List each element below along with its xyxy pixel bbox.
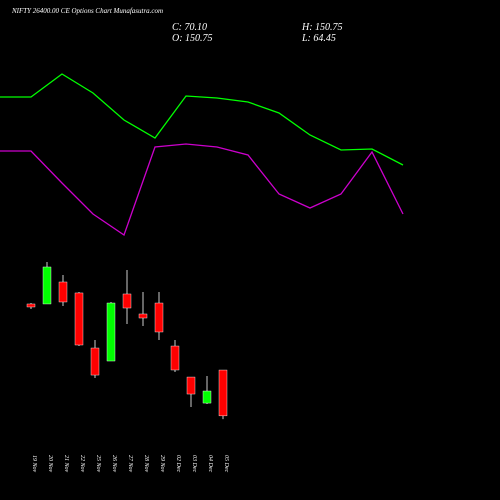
candle-body	[138, 313, 148, 319]
x-tick-label: 22 Nov	[79, 455, 85, 473]
x-tick-label: 26 Nov	[111, 455, 117, 473]
candle-body	[122, 293, 132, 309]
x-tick-label: 28 Nov	[143, 455, 149, 473]
candle-body	[218, 369, 228, 417]
candle-body	[202, 390, 212, 404]
high-label: H: 150.75	[301, 22, 343, 33]
indicator-line	[0, 143, 404, 237]
close-label: C: 70.10	[172, 22, 207, 33]
candle-body	[170, 345, 180, 371]
x-tick-label: 21 Nov	[63, 455, 69, 473]
x-tick-label: 19 Nov	[31, 455, 37, 473]
x-tick-label: 05 Dec	[223, 455, 229, 472]
x-tick-label: 04 Dec	[207, 455, 214, 472]
low-label: L: 64.45	[301, 33, 336, 44]
candle-body	[74, 292, 84, 346]
candle-body	[58, 281, 68, 303]
candle-body	[42, 266, 52, 305]
x-tick-label: 27 Nov	[127, 455, 133, 473]
x-tick-label: 29 Nov	[159, 455, 165, 473]
candle-body	[26, 303, 36, 308]
indicator-line	[0, 73, 404, 166]
open-label: O: 150.75	[172, 33, 213, 44]
x-tick-label: 02 Dec	[175, 455, 181, 472]
x-tick-label: 03 Dec	[191, 455, 197, 472]
candle-body	[90, 347, 100, 376]
candle-body	[186, 376, 196, 395]
candle-body	[154, 302, 164, 333]
x-tick-label: 25 Nov	[95, 455, 101, 473]
chart-title: NIFTY 26400.00 CE Options Chart Munafasu…	[11, 7, 163, 15]
x-tick-label: 20 Nov	[47, 455, 53, 473]
candle-body	[106, 302, 116, 362]
